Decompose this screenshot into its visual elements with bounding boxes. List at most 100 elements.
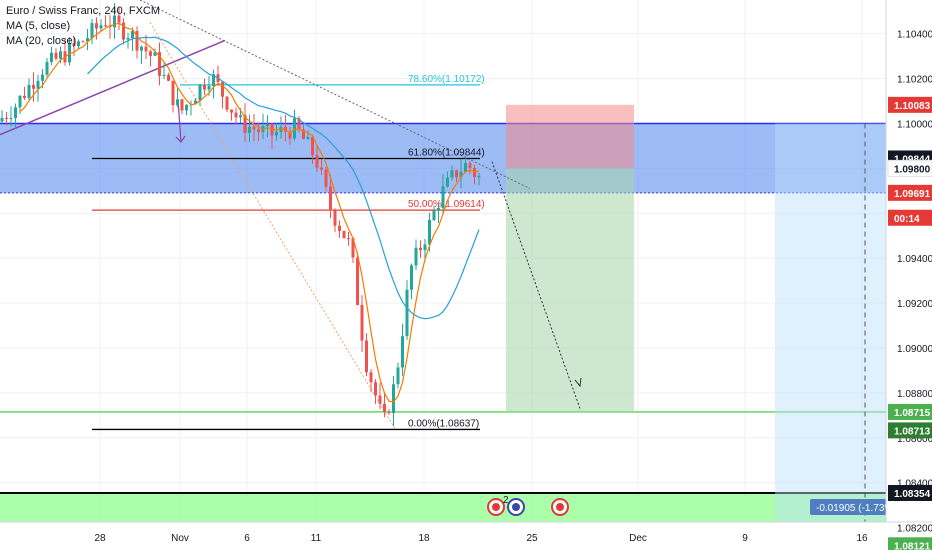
price-label-bg — [888, 422, 932, 439]
candle-body — [257, 129, 260, 132]
uptrend-line — [0, 39, 226, 136]
time-tick-label: 9 — [742, 533, 748, 544]
price-label: 1.09691 — [894, 189, 931, 200]
time-tick-label: Nov — [171, 533, 189, 544]
candle-body — [405, 289, 409, 337]
candle-body — [77, 41, 80, 47]
measure-label: -0.01905 (-1.73%) — [816, 503, 897, 514]
candle-body — [446, 177, 449, 187]
down-arrow — [175, 99, 186, 143]
candle-body — [68, 43, 71, 63]
candle-body — [342, 230, 346, 238]
candle-body — [54, 52, 58, 59]
candle-body — [153, 52, 157, 56]
candle-body — [383, 403, 386, 412]
ma20-line — [87, 36, 480, 320]
candle-body — [0, 117, 4, 122]
measure-label-bg — [810, 499, 886, 515]
price-tick-label: 1.09400 — [897, 254, 932, 265]
price-label: 1.09800 — [894, 164, 931, 175]
candle-body — [27, 84, 31, 98]
price-label-bg — [888, 403, 932, 420]
candle-body — [369, 372, 373, 383]
candle-body — [401, 336, 404, 368]
price-label: 00:14 — [894, 214, 920, 225]
candle-body — [59, 51, 62, 59]
price-tick-label: 1.09200 — [897, 299, 932, 310]
time-tick-label: Dec — [629, 533, 647, 544]
candle-body — [18, 95, 22, 108]
candle-body — [378, 395, 382, 404]
legend-symbol[interactable]: Euro / Swiss Franc, 240, FXCM — [6, 5, 161, 17]
candle-body — [432, 210, 436, 221]
candle-body — [347, 237, 350, 239]
candle-body — [333, 210, 337, 226]
candle-body — [288, 131, 292, 139]
candle-body — [297, 118, 301, 130]
candle-body — [135, 31, 139, 51]
take-profit-box — [506, 168, 634, 412]
candle-body — [194, 100, 197, 105]
candle-body — [414, 247, 418, 266]
time-tick-label: 11 — [311, 533, 322, 544]
price-tick-label: 1.09000 — [897, 344, 932, 355]
candle-body — [450, 170, 454, 178]
fib-label: 61.80%(1.09844) — [408, 147, 485, 158]
candle-body — [203, 84, 206, 90]
candle-body — [176, 99, 179, 106]
price-label-bg — [888, 184, 932, 201]
projection-arrow-head — [574, 377, 582, 388]
price-tick-label: 1.10200 — [897, 75, 932, 86]
candle-body — [464, 163, 467, 172]
legend-ma20[interactable]: MA (20, close) — [6, 35, 77, 47]
candle-body — [225, 96, 229, 110]
price-tick-label: 1.08200 — [897, 524, 932, 535]
price-tick-label: 1.08800 — [897, 389, 932, 400]
legend-ma5[interactable]: MA (5, close) — [6, 20, 71, 32]
candle-body — [171, 80, 175, 106]
candle-body — [14, 107, 17, 119]
candle-body — [356, 257, 359, 305]
price-label: 1.08354 — [894, 489, 931, 500]
candle-body — [324, 169, 328, 187]
time-tick-label: 6 — [244, 533, 250, 544]
candle-body — [410, 265, 413, 290]
candle-body — [374, 382, 377, 396]
stop-loss-box — [506, 104, 634, 169]
plot-area: 78.60%(1.10172)61.80%(1.09844)50.00%(1.0… — [0, 0, 897, 522]
candle-body — [423, 244, 427, 251]
candles — [0, 3, 481, 427]
price-label: 1.08715 — [894, 408, 931, 419]
event-badges: 2 — [487, 495, 569, 516]
candle-body — [360, 304, 364, 341]
candle-body — [32, 84, 35, 89]
event-icon-dot — [492, 503, 500, 511]
candle-body — [306, 136, 310, 140]
candle-body — [212, 74, 215, 86]
candle-body — [365, 340, 368, 373]
price-tick-label: 1.10400 — [897, 30, 932, 41]
candle-body — [387, 411, 391, 414]
candle-body — [149, 51, 152, 56]
time-tick-label: 18 — [418, 533, 430, 544]
candle-body — [99, 25, 103, 29]
support-zone — [0, 492, 886, 522]
candle-body — [248, 126, 251, 133]
price-tick-label: 1.08600 — [897, 434, 932, 445]
candle-body — [167, 74, 170, 81]
candle-body — [140, 46, 143, 51]
candle-body — [41, 74, 44, 81]
price-label: 1.08713 — [894, 426, 931, 437]
candle-body — [252, 126, 256, 130]
price-tick-label: 1.10000 — [897, 119, 932, 130]
price-label-bg — [888, 96, 932, 113]
candle-body — [90, 23, 94, 39]
candle-body — [113, 15, 116, 28]
candle-body — [81, 41, 85, 43]
candle-body — [239, 115, 242, 118]
candle-body — [477, 175, 481, 178]
time-tick-label: 16 — [856, 533, 868, 544]
candle-body — [351, 238, 355, 258]
candle-body — [45, 61, 49, 75]
